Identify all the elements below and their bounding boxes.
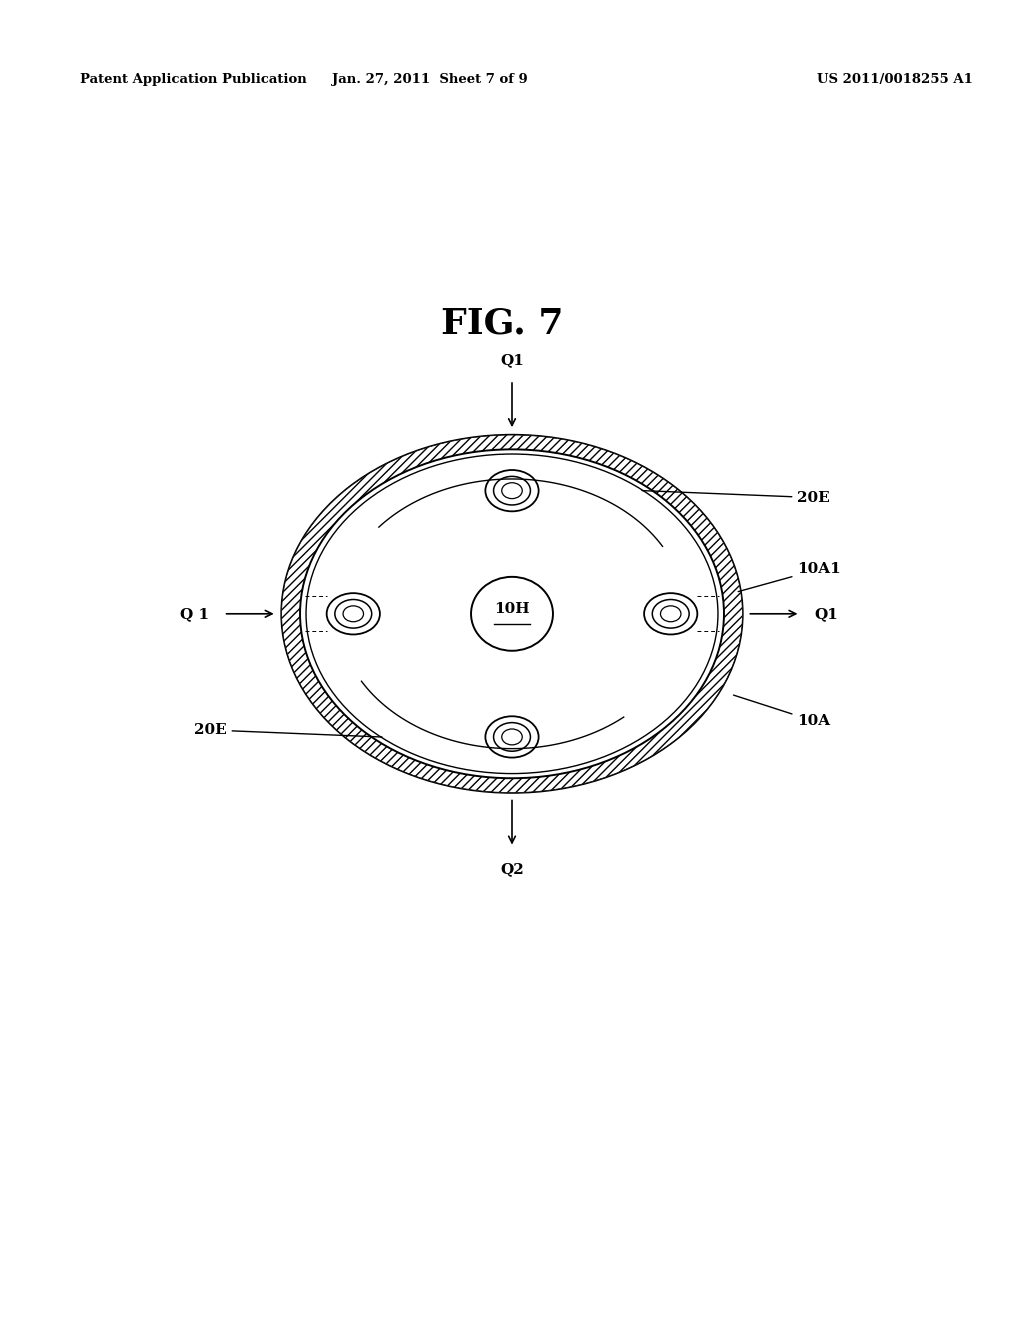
Ellipse shape bbox=[494, 722, 530, 751]
Text: Q2: Q2 bbox=[500, 862, 524, 876]
Text: 20E: 20E bbox=[194, 723, 382, 737]
Ellipse shape bbox=[485, 717, 539, 758]
Ellipse shape bbox=[471, 577, 553, 651]
Ellipse shape bbox=[335, 599, 372, 628]
Ellipse shape bbox=[343, 606, 364, 622]
Ellipse shape bbox=[485, 470, 539, 511]
Ellipse shape bbox=[644, 593, 697, 635]
Text: Q1: Q1 bbox=[814, 607, 839, 620]
Text: US 2011/0018255 A1: US 2011/0018255 A1 bbox=[817, 73, 973, 86]
Text: Q1: Q1 bbox=[500, 352, 524, 367]
Text: 10A: 10A bbox=[733, 696, 830, 729]
Ellipse shape bbox=[494, 477, 530, 506]
Text: Q 1: Q 1 bbox=[180, 607, 210, 620]
Text: 20E: 20E bbox=[642, 491, 830, 504]
Ellipse shape bbox=[327, 593, 380, 635]
Ellipse shape bbox=[282, 436, 742, 792]
Text: Patent Application Publication: Patent Application Publication bbox=[80, 73, 307, 86]
Text: 10H: 10H bbox=[495, 602, 529, 616]
Text: 10A1: 10A1 bbox=[738, 562, 841, 591]
Ellipse shape bbox=[300, 449, 724, 779]
Ellipse shape bbox=[652, 599, 689, 628]
Ellipse shape bbox=[502, 483, 522, 499]
Text: Jan. 27, 2011  Sheet 7 of 9: Jan. 27, 2011 Sheet 7 of 9 bbox=[332, 73, 528, 86]
Ellipse shape bbox=[502, 729, 522, 744]
Text: FIG. 7: FIG. 7 bbox=[440, 306, 563, 341]
Ellipse shape bbox=[660, 606, 681, 622]
